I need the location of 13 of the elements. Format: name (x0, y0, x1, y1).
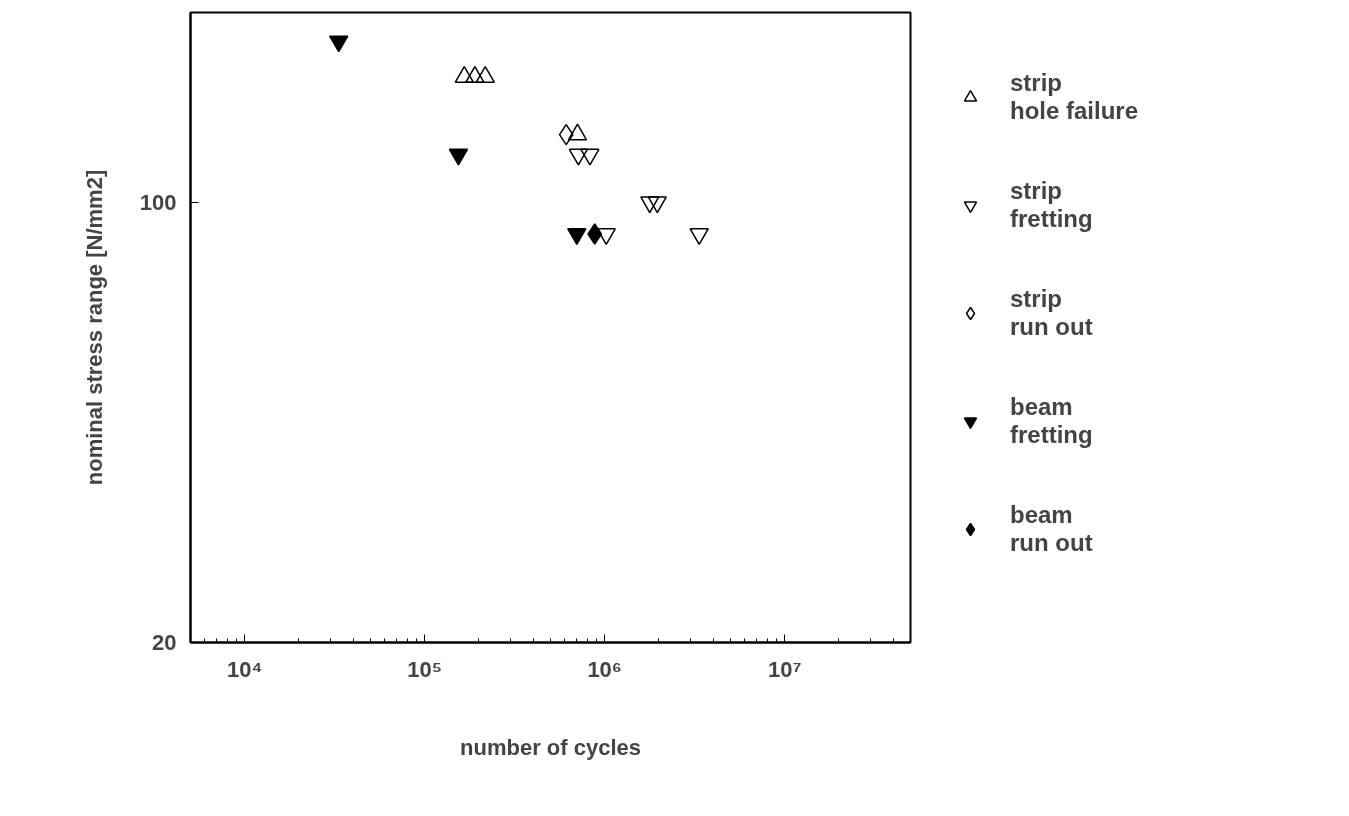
legend-label: strip run out (1010, 284, 1093, 342)
legend-label: beam fretting (1010, 392, 1093, 450)
y-tick-label: 20 (152, 630, 177, 655)
x-tick-label: 10⁷ (767, 656, 802, 682)
legend-label: strip fretting (1010, 176, 1093, 234)
x-tick-label: 10⁶ (587, 656, 622, 682)
legend-label: beam run out (1010, 500, 1093, 558)
x-axis-title: number of cycles (460, 734, 641, 760)
y-tick-label: 100 (139, 189, 177, 215)
x-tick-label: 10⁴ (227, 656, 263, 682)
legend-label: strip hole failure (1010, 68, 1139, 126)
x-tick-label: 10⁵ (407, 656, 443, 682)
y-axis-title: nominal stress range [N/mm2] (81, 169, 107, 486)
